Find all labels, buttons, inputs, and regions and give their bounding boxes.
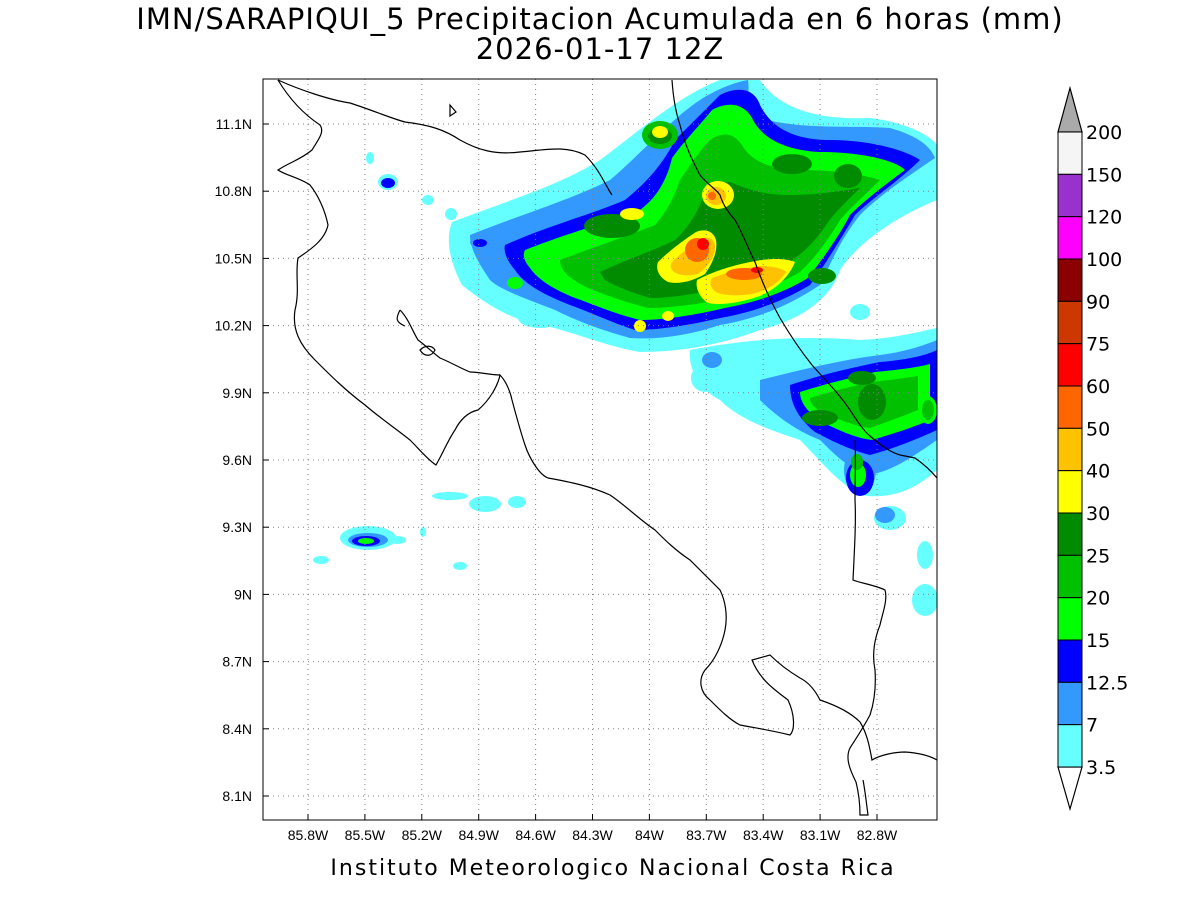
- x-tick-label: 85.5W: [345, 827, 386, 843]
- colorbar-label: 90: [1086, 291, 1110, 313]
- colorbar: 200 150 120 100 90 75 60 50 40 30 25 20 15 12.5 7 3.5: [1057, 85, 1128, 812]
- colorbar-label: 60: [1086, 376, 1110, 398]
- x-tick-label: 83.4W: [743, 827, 784, 843]
- colorbar-box: [1057, 343, 1083, 387]
- y-tick-label: 10.8N: [215, 183, 252, 199]
- colorbar-label: 20: [1086, 588, 1110, 610]
- colorbar-under-triangle: [1057, 766, 1083, 812]
- colorbar-box: [1057, 300, 1083, 345]
- colorbar-label: 100: [1086, 249, 1122, 271]
- colorbar-label: 25: [1086, 545, 1110, 567]
- colorbar-over-triangle: [1057, 85, 1083, 133]
- colorbar-box: [1057, 470, 1083, 514]
- colorbar-label: 3.5: [1086, 757, 1116, 779]
- colorbar-box: [1057, 512, 1083, 556]
- colorbar-box: [1057, 597, 1083, 641]
- y-tick-label: 8.4N: [222, 721, 252, 737]
- map-title: IMN/SARAPIQUI_5 Precipitacion Acumulada …: [136, 2, 1064, 36]
- x-tick-label: 83.7W: [686, 827, 727, 843]
- y-axis: 11.1N 10.8N 10.5N 10.2N 9.9N 9.6N 9.3N 9N 8.7N 8.…: [215, 116, 269, 804]
- colorbar-box: [1057, 427, 1083, 472]
- colorbar-label: 15: [1086, 630, 1110, 652]
- map-gridlines: [263, 79, 937, 820]
- colorbar-box: [1057, 639, 1083, 683]
- colorbar-label: 150: [1086, 164, 1122, 186]
- colorbar-label: 50: [1086, 418, 1110, 440]
- colorbar-box: [1057, 724, 1083, 768]
- y-tick-label: 10.2N: [215, 318, 252, 334]
- colorbar-box: [1057, 554, 1083, 599]
- y-tick-label: 10.5N: [215, 250, 252, 266]
- colorbar-box: [1057, 173, 1083, 218]
- x-axis: 85.8W 85.5W 85.2W 84.9W 84.6W 84.3W 84W 83.7W 83…: [288, 814, 898, 843]
- y-tick-label: 11.1N: [216, 116, 252, 132]
- x-tick-label: 82.8W: [857, 827, 898, 843]
- x-tick-label: 84.9W: [458, 827, 499, 843]
- x-tick-label: 84.3W: [572, 827, 613, 843]
- x-tick-label: 84.6W: [515, 827, 556, 843]
- colorbar-box: [1057, 385, 1083, 429]
- map-frame: [262, 78, 938, 821]
- x-tick-label: 83.1W: [800, 827, 841, 843]
- y-tick-label: 9.3N: [222, 519, 252, 535]
- colorbar-label: 120: [1086, 207, 1122, 229]
- y-tick-label: 9.9N: [222, 385, 252, 401]
- colorbar-box: [1057, 681, 1083, 726]
- x-tick-label: 85.2W: [402, 827, 443, 843]
- y-tick-label: 8.7N: [222, 654, 252, 670]
- colorbar-box: [1057, 258, 1083, 302]
- credit-text: Instituto Meteorologico Nacional Costa R…: [330, 856, 896, 881]
- precipitation-field: [313, 80, 937, 616]
- coastlines-borders: [276, 79, 937, 816]
- colorbar-label: 30: [1086, 503, 1110, 525]
- colorbar-label: 7: [1086, 715, 1098, 737]
- x-tick-label: 84W: [635, 827, 665, 843]
- colorbar-label: 75: [1086, 334, 1110, 356]
- y-tick-label: 9.6N: [222, 452, 252, 468]
- y-tick-label: 9N: [234, 586, 252, 602]
- map-subtitle: 2026-01-17 12Z: [475, 32, 725, 66]
- y-tick-label: 8.1N: [222, 788, 252, 804]
- x-tick-label: 85.8W: [288, 827, 329, 843]
- colorbar-label: 40: [1086, 461, 1110, 483]
- colorbar-label: 200: [1086, 122, 1122, 144]
- precip-60-layer: [697, 238, 763, 273]
- colorbar-box: [1057, 131, 1083, 175]
- colorbar-label: 12.5: [1086, 672, 1128, 694]
- colorbar-box: [1057, 216, 1083, 260]
